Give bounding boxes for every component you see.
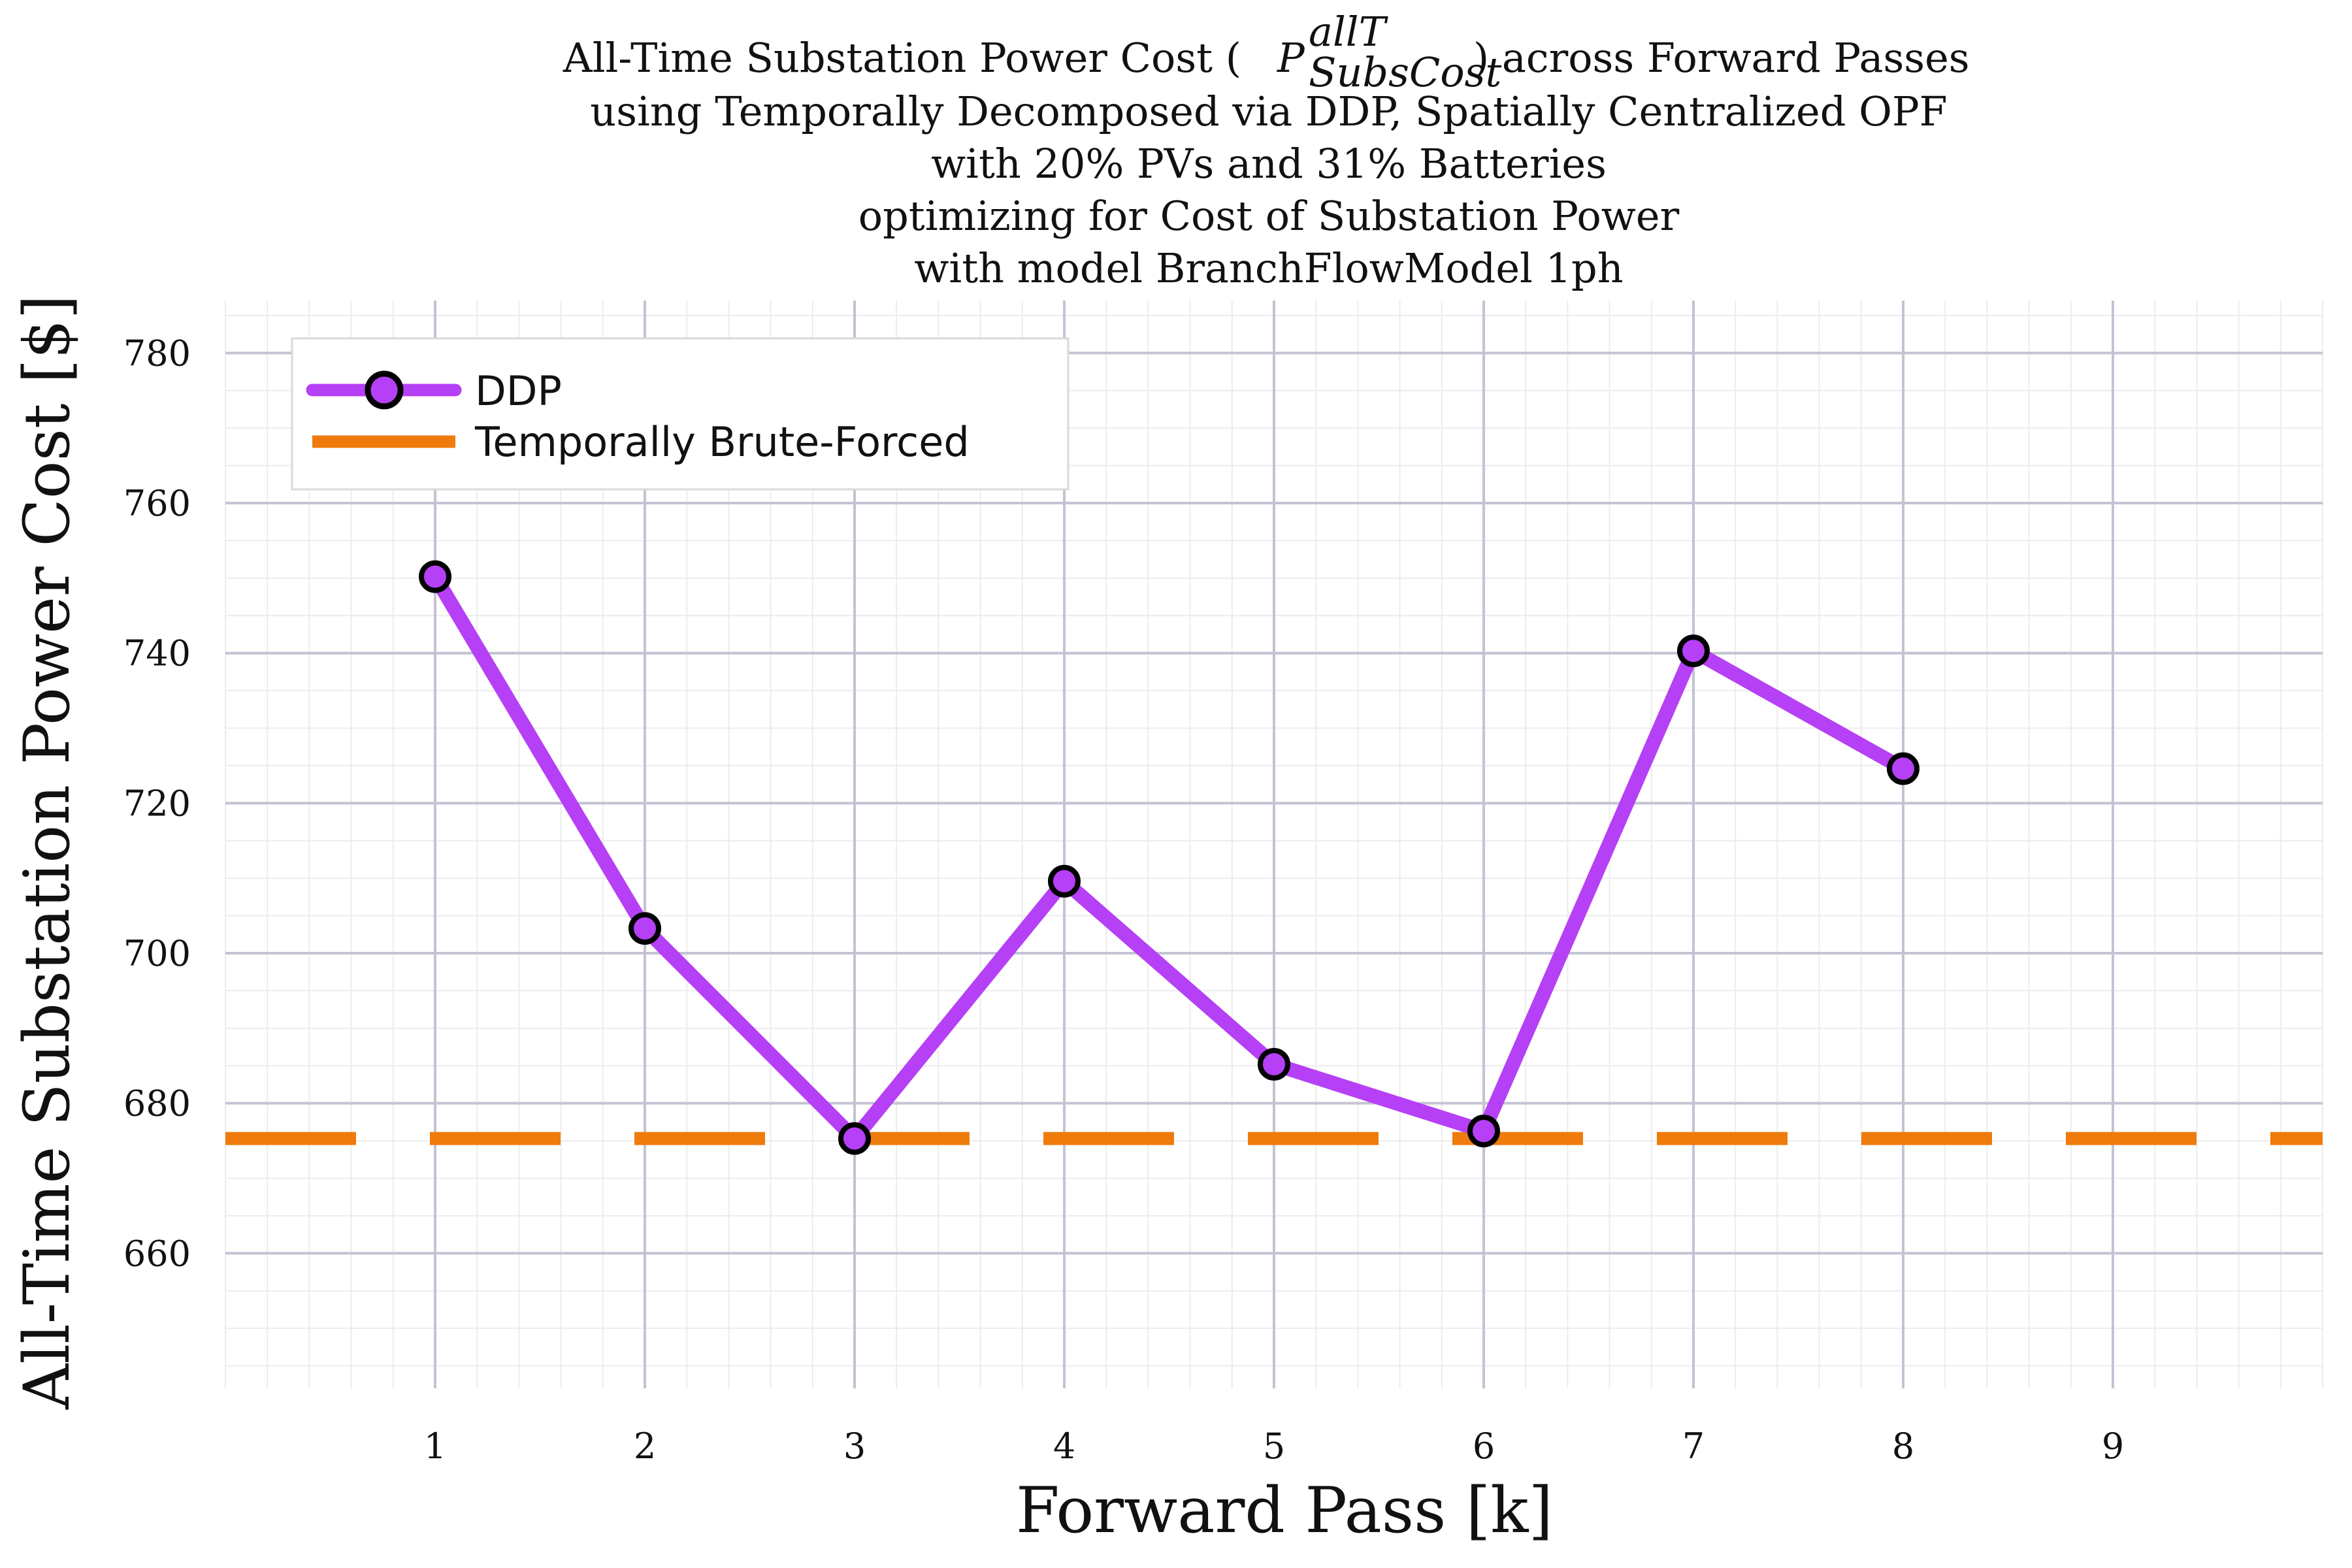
chart-title: All-Time Substation Power Cost ( P allT … bbox=[563, 8, 1970, 292]
y-tick-label: 680 bbox=[123, 1083, 191, 1124]
y-tick-label: 780 bbox=[123, 333, 191, 374]
ddp-point-5 bbox=[1258, 1047, 1290, 1081]
title-line-4: optimizing for Cost of Substation Power bbox=[858, 192, 1680, 240]
x-tick-label: 4 bbox=[1053, 1426, 1075, 1467]
legend-bruteforce-label: Temporally Brute-Forced bbox=[474, 418, 970, 466]
legend-ddp-marker bbox=[365, 370, 404, 410]
x-tick-label: 2 bbox=[634, 1426, 656, 1467]
title-line-5: with model BranchFlowModel 1ph bbox=[914, 244, 1623, 292]
title-line-1-suffix: ) across Forward Passes bbox=[1473, 34, 1970, 82]
y-tick-label: 660 bbox=[123, 1233, 191, 1274]
title-symbol-subscript: SubsCost bbox=[1309, 48, 1501, 96]
y-tick-label: 760 bbox=[123, 483, 191, 524]
title-symbol: P bbox=[1277, 34, 1305, 82]
x-tick-label: 9 bbox=[2102, 1426, 2124, 1467]
x-axis-label: Forward Pass [k] bbox=[1016, 1474, 1553, 1547]
y-tick-label: 720 bbox=[123, 783, 191, 824]
title-line-1: All-Time Substation Power Cost ( bbox=[563, 34, 1241, 82]
series-ddp-line bbox=[428, 569, 1910, 1146]
ddp-point-2 bbox=[629, 912, 661, 945]
x-tick-label: 1 bbox=[424, 1426, 446, 1467]
legend-box bbox=[291, 337, 1070, 491]
ddp-point-7 bbox=[1677, 634, 1710, 668]
ddp-point-3 bbox=[838, 1122, 871, 1155]
x-tick-label: 7 bbox=[1682, 1426, 1705, 1467]
title-symbol-superscript: allT bbox=[1309, 8, 1389, 56]
y-tick-label: 740 bbox=[123, 633, 191, 674]
y-tick-label: 700 bbox=[123, 933, 191, 974]
x-tick-label: 5 bbox=[1263, 1426, 1285, 1467]
ddp-point-8 bbox=[1887, 752, 1919, 785]
y-axis-label: All-Time Substation Power Cost [$] bbox=[10, 295, 84, 1410]
title-line-2: using Temporally Decomposed via DDP, Spa… bbox=[590, 88, 1947, 135]
legend-ddp-label: DDP bbox=[475, 367, 562, 415]
x-tick-label: 6 bbox=[1473, 1426, 1495, 1467]
legend: DDP Temporally Brute-Forced bbox=[291, 337, 1070, 491]
x-tick-label: 3 bbox=[843, 1426, 866, 1467]
x-tick-label: 8 bbox=[1892, 1426, 1914, 1467]
tick-labels: 1 2 3 4 5 6 7 8 9 660 680 700 720 740 760 780 bbox=[123, 333, 2124, 1467]
title-line-3: with 20% PVs and 31% Batteries bbox=[931, 140, 1607, 188]
ddp-point-4 bbox=[1048, 864, 1081, 898]
ddp-point-1 bbox=[419, 560, 451, 593]
series-layer bbox=[225, 560, 2323, 1155]
ddp-point-6 bbox=[1467, 1115, 1500, 1148]
